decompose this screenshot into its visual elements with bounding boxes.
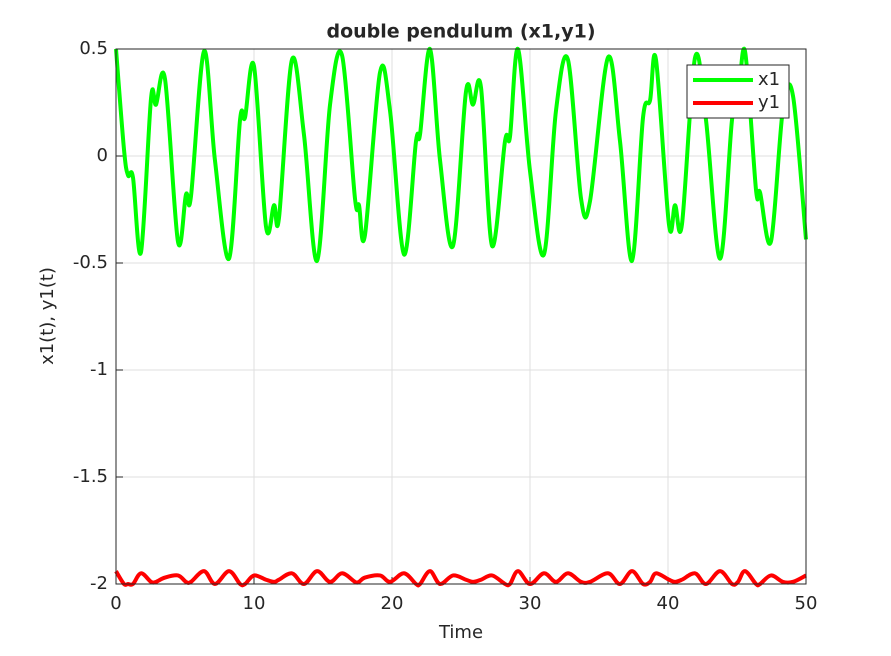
y-tick-label: -2 bbox=[90, 573, 108, 594]
chart-title: double pendulum (x1,y1) bbox=[326, 21, 595, 43]
data-line bbox=[114, 46, 808, 263]
y-axis-label: x1(t), y1(t) bbox=[37, 267, 58, 365]
legend-label: x1 bbox=[758, 69, 780, 90]
x-tick-label: 40 bbox=[657, 593, 680, 614]
legend-box bbox=[686, 64, 790, 119]
y-tick-label: -1 bbox=[90, 359, 108, 380]
x-tick-label: 10 bbox=[243, 593, 266, 614]
data-line bbox=[114, 569, 807, 588]
y-tick-label: -1.5 bbox=[73, 466, 108, 487]
x-axis-label: Time bbox=[438, 622, 483, 643]
y-tick-label: -0.5 bbox=[73, 252, 108, 273]
x-tick-label: 50 bbox=[795, 593, 818, 614]
x-tick-label: 0 bbox=[110, 593, 121, 614]
y-tick-label: 0 bbox=[97, 145, 108, 166]
y-tick-label: 0.5 bbox=[79, 38, 108, 59]
axes-box bbox=[115, 48, 807, 585]
legend-label: y1 bbox=[758, 92, 780, 113]
x-tick-label: 20 bbox=[381, 593, 404, 614]
x-tick-label: 30 bbox=[519, 593, 542, 614]
